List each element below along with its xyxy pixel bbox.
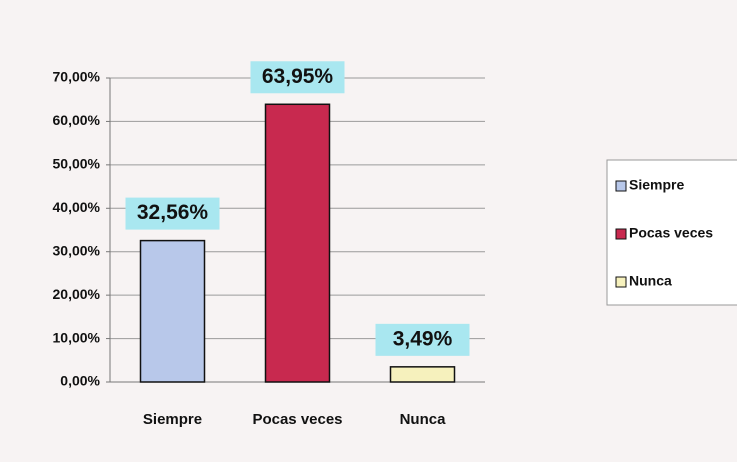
y-tick-label: 0,00% [60, 373, 100, 389]
data-label-box [125, 197, 220, 230]
data-label-box [375, 323, 470, 356]
x-tick-label: Siempre [143, 411, 202, 428]
y-tick-label: 30,00% [53, 242, 101, 258]
legend-label: Pocas veces [629, 225, 713, 241]
x-tick-label: Nunca [400, 411, 447, 428]
legend-box [606, 159, 737, 306]
legend-label: Siempre [629, 177, 684, 193]
legend-swatch [615, 276, 627, 288]
y-tick-label: 50,00% [53, 156, 101, 172]
data-label: 3,49% [393, 327, 453, 350]
y-tick-label: 60,00% [53, 112, 101, 128]
bar [139, 239, 206, 383]
x-tick-label: Pocas veces [252, 411, 342, 428]
legend-swatch [615, 180, 627, 192]
bar [264, 103, 331, 383]
data-label: 63,95% [262, 65, 334, 88]
y-tick-label: 10,00% [53, 329, 101, 345]
y-tick-label: 20,00% [53, 286, 101, 302]
legend-label: Nunca [629, 273, 672, 289]
legend-swatch [615, 228, 627, 240]
data-label: 32,56% [137, 201, 209, 224]
y-tick-label: 40,00% [53, 199, 101, 215]
bar [389, 366, 456, 383]
y-tick-label: 70,00% [53, 69, 101, 85]
data-label-box [250, 61, 345, 94]
